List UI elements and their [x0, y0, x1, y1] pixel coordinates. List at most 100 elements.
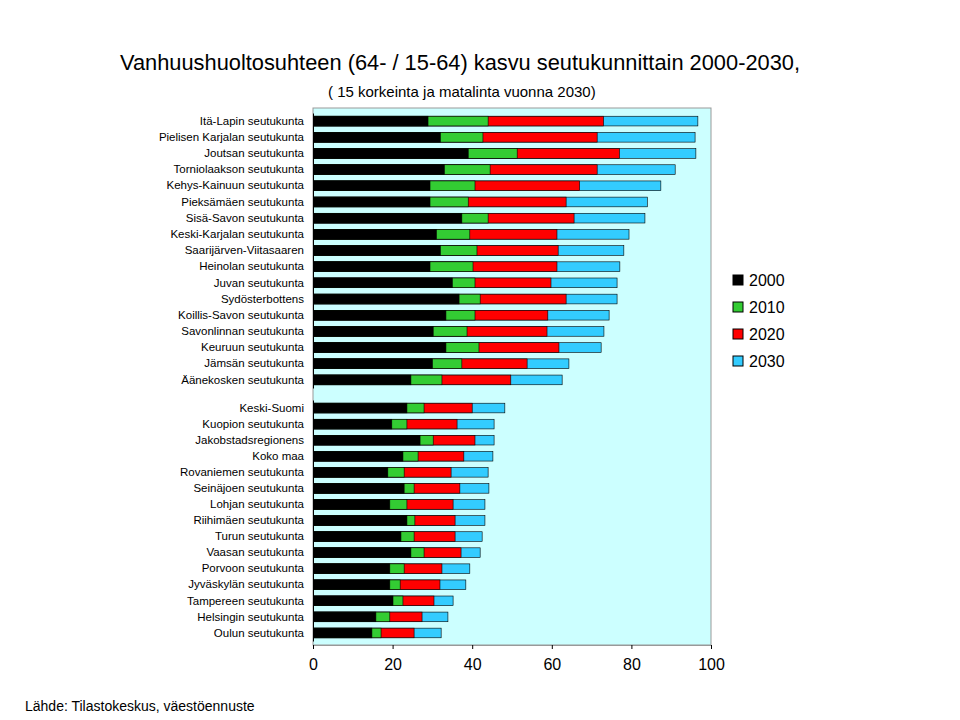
source-note: Lähde: Tilastokeskus, väestöennuste	[25, 698, 255, 714]
bar-segment	[313, 278, 475, 288]
bar-segment	[313, 213, 645, 223]
y-tick: Jakobstadsregionens	[195, 434, 313, 446]
legend-label: 2000	[749, 272, 785, 289]
bar-segment	[313, 359, 462, 369]
bar-segment	[313, 532, 482, 542]
bar-segment	[313, 343, 601, 353]
bar-segment	[313, 403, 424, 413]
bar-segment	[313, 197, 647, 207]
y-tick: Oulun seutukunta	[214, 627, 313, 639]
bar-segment	[313, 262, 473, 272]
bar-segment	[313, 580, 390, 590]
bar-segment	[313, 484, 404, 494]
bar-segment	[313, 149, 619, 159]
y-tick: Sydösterbottens	[221, 293, 313, 305]
y-tick: Savonlinnan seutukunta	[181, 325, 313, 337]
bars-panel	[313, 116, 698, 385]
bar-segment	[313, 564, 470, 574]
y-tick: Rovaniemen seutukunta	[180, 466, 313, 478]
bar-segment	[313, 467, 388, 477]
y-tick: Helsingin seutukunta	[197, 611, 313, 623]
y-tick: Seinäjoen seutukunta	[193, 482, 313, 494]
y-tick: Porvoon seutukunta	[202, 562, 313, 574]
bar-segment	[313, 548, 411, 558]
category-label: Koillis-Savon seutukunta	[178, 309, 305, 321]
x-tick-label: 40	[464, 656, 482, 673]
bar-segment	[313, 403, 407, 413]
y-tick: Torniolaakson seutukunta	[174, 163, 313, 175]
category-label: Helsingin seutukunta	[197, 611, 304, 623]
category-label: Jyväskylän seutukunta	[188, 578, 304, 590]
bar-segment	[313, 612, 448, 622]
x-tick-mark	[631, 645, 632, 649]
y-tick: Saarijärven-Viitasaaren	[185, 244, 313, 256]
bar-segment	[313, 451, 493, 461]
y-axis: Keski-SuomiKuopion seutukuntaJakobstadsr…	[180, 401, 314, 642]
category-label: Joutsan seutukunta	[204, 147, 304, 159]
x-tick: 60	[543, 645, 561, 673]
y-tick: Kuopion seutukunta	[202, 418, 313, 430]
bar-segment	[313, 435, 420, 445]
category-label: Itä-Lapin seutukunta	[200, 115, 305, 127]
bar-segment	[313, 246, 558, 256]
bar-segment	[313, 246, 440, 256]
bar-segment	[313, 484, 414, 494]
bar-segment	[313, 327, 467, 337]
y-axis-line	[313, 114, 314, 389]
y-tick: Pieksämäen seutukunta	[181, 196, 313, 208]
category-label: Äänekosken seutukunta	[181, 374, 304, 386]
plot-frame	[313, 108, 711, 645]
y-tick: Koko maa	[252, 450, 313, 462]
bar-segment	[313, 516, 407, 526]
bar-segment	[313, 580, 440, 590]
bar-segment	[313, 500, 390, 510]
bar-segment	[313, 419, 457, 429]
bar-segment	[313, 278, 452, 288]
category-label: Pielisen Karjalan seutukunta	[159, 131, 305, 143]
bar-segment	[313, 132, 483, 142]
bar-segment	[313, 343, 446, 353]
y-axis-line	[313, 401, 314, 642]
bar-segment	[313, 500, 485, 510]
bar-segment	[313, 229, 557, 239]
y-tick: Riihimäen seutukunta	[193, 514, 313, 526]
bar-segment	[313, 310, 548, 320]
y-tick: Heinolan seutukunta	[199, 260, 313, 272]
bar-segment	[313, 435, 475, 445]
category-label: Sisä-Savon seutukunta	[186, 212, 305, 224]
category-label: Heinolan seutukunta	[199, 260, 304, 272]
category-label: Jakobstadsregionens	[195, 434, 304, 446]
x-tick-label: 20	[384, 656, 402, 673]
category-label: Lohjan seutukunta	[210, 498, 305, 510]
bar-segment	[313, 181, 475, 191]
y-tick: Jyväskylän seutukunta	[188, 578, 313, 590]
category-label: Seinäjoen seutukunta	[193, 482, 304, 494]
category-label: Saarijärven-Viitasaaren	[185, 244, 304, 256]
bar-segment	[313, 628, 381, 638]
y-tick: Vaasan seutukunta	[206, 546, 313, 558]
legend-swatch	[733, 302, 743, 312]
bar-segment	[313, 343, 479, 353]
bar-segment	[313, 181, 661, 191]
bar-segment	[313, 213, 574, 223]
bar-segment	[313, 359, 527, 369]
bar-segment	[313, 327, 547, 337]
bar-segment	[313, 451, 403, 461]
y-tick: Tampereen seutukunta	[187, 595, 313, 607]
bar-segment	[313, 596, 403, 606]
bar-segment	[313, 628, 441, 638]
bar-segment	[313, 310, 446, 320]
chart-title: Vanhuushuoltosuhteen (64- / 15-64) kasvu…	[120, 50, 800, 75]
bar-segment	[313, 213, 488, 223]
bar-segment	[313, 197, 566, 207]
category-label: Kuopion seutukunta	[202, 418, 304, 430]
category-label: Tampereen seutukunta	[187, 595, 305, 607]
bar-segment	[313, 564, 404, 574]
bar-segment	[313, 116, 488, 126]
x-axis-line	[314, 646, 712, 650]
bar-segment	[313, 165, 597, 175]
bar-segment	[313, 532, 455, 542]
bar-segment	[313, 294, 459, 304]
category-label: Turun seutukunta	[215, 530, 305, 542]
bar-segment	[313, 327, 604, 337]
